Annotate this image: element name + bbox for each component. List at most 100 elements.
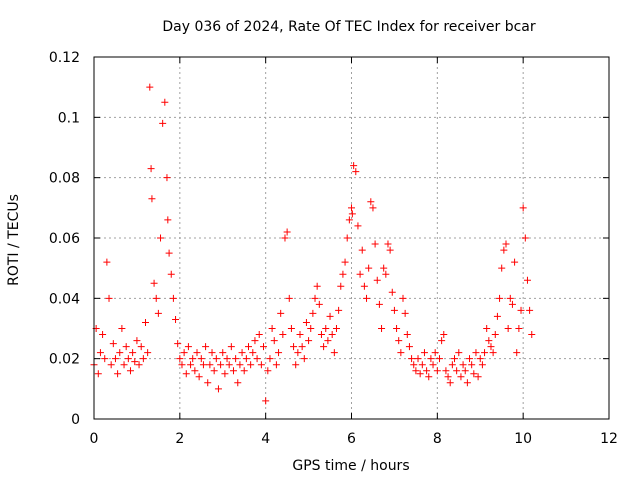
data-point	[202, 343, 210, 351]
data-point	[339, 270, 347, 278]
data-point	[197, 355, 205, 363]
data-point	[264, 367, 272, 375]
data-point	[249, 349, 257, 357]
data-point	[444, 373, 452, 381]
data-point	[446, 379, 454, 387]
data-point	[180, 349, 188, 357]
data-point	[266, 355, 274, 363]
data-point	[154, 309, 162, 317]
y-tick-label: 0.12	[49, 50, 80, 66]
data-point	[144, 349, 152, 357]
data-point	[487, 343, 495, 351]
data-point	[234, 379, 242, 387]
data-point	[493, 312, 501, 320]
data-point	[309, 309, 317, 317]
data-point	[129, 349, 137, 357]
data-point	[448, 361, 456, 369]
data-point	[120, 361, 128, 369]
data-point	[313, 282, 321, 290]
data-point	[159, 119, 167, 127]
data-point	[511, 258, 519, 266]
data-point	[431, 349, 439, 357]
data-point	[474, 373, 482, 381]
data-point	[369, 204, 377, 212]
data-point	[260, 343, 268, 351]
data-point	[500, 246, 508, 254]
data-point	[322, 325, 330, 332]
data-point	[247, 361, 255, 369]
data-point	[408, 355, 416, 363]
data-point	[150, 279, 158, 287]
x-tick-label: 10	[514, 431, 532, 447]
data-point	[195, 373, 203, 381]
data-point	[105, 294, 113, 302]
data-point	[418, 361, 426, 369]
data-point	[268, 325, 276, 332]
data-point	[262, 397, 270, 405]
data-point	[169, 294, 177, 302]
data-point	[302, 318, 310, 326]
data-point	[272, 361, 280, 369]
data-point	[277, 309, 285, 317]
data-point	[133, 337, 141, 345]
data-point	[348, 210, 356, 218]
data-point	[311, 294, 319, 302]
data-point	[528, 331, 536, 339]
data-point	[451, 355, 458, 363]
data-point	[167, 270, 175, 278]
data-point	[240, 367, 248, 375]
data-point	[461, 367, 469, 375]
data-point	[114, 370, 122, 378]
data-point	[147, 165, 155, 173]
data-point	[453, 367, 461, 375]
data-point	[126, 367, 134, 375]
data-point	[232, 355, 240, 363]
y-tick-label: 0.1	[58, 110, 80, 126]
data-point	[255, 331, 263, 339]
data-point	[152, 294, 160, 302]
x-tick-label: 12	[600, 431, 618, 447]
data-point	[468, 361, 476, 369]
data-point	[427, 355, 435, 363]
data-point	[343, 234, 351, 242]
data-point	[416, 370, 424, 378]
data-point	[236, 361, 244, 369]
data-point	[217, 361, 225, 369]
data-point	[433, 367, 441, 375]
y-axis-label: ROTI / TECUs	[6, 194, 22, 286]
data-point	[281, 234, 289, 242]
data-point	[508, 300, 516, 308]
grid-layer	[94, 57, 609, 419]
data-point	[375, 300, 383, 308]
data-point	[300, 355, 308, 363]
data-point	[526, 306, 534, 314]
data-point	[403, 331, 411, 339]
data-point	[399, 294, 407, 302]
data-point	[275, 349, 283, 357]
data-point	[435, 355, 443, 363]
data-point	[109, 340, 117, 348]
data-point	[135, 361, 143, 369]
data-point	[348, 204, 355, 212]
data-point	[390, 306, 398, 314]
data-point	[172, 315, 180, 323]
data-point	[397, 349, 405, 357]
data-point	[476, 355, 484, 363]
data-point	[395, 337, 403, 345]
y-tick-label: 0.06	[49, 231, 80, 247]
data-point	[483, 325, 491, 332]
data-point	[429, 361, 437, 369]
data-point	[279, 331, 287, 339]
data-point	[137, 343, 145, 351]
data-point	[294, 349, 302, 357]
data-point	[360, 282, 368, 290]
data-point	[204, 379, 212, 387]
data-point	[307, 325, 315, 332]
data-point	[463, 379, 471, 387]
data-point	[324, 337, 332, 345]
data-point	[378, 325, 386, 332]
data-point	[208, 349, 216, 357]
data-point	[214, 385, 222, 393]
plot-frame	[93, 56, 610, 420]
data-point	[178, 361, 186, 369]
